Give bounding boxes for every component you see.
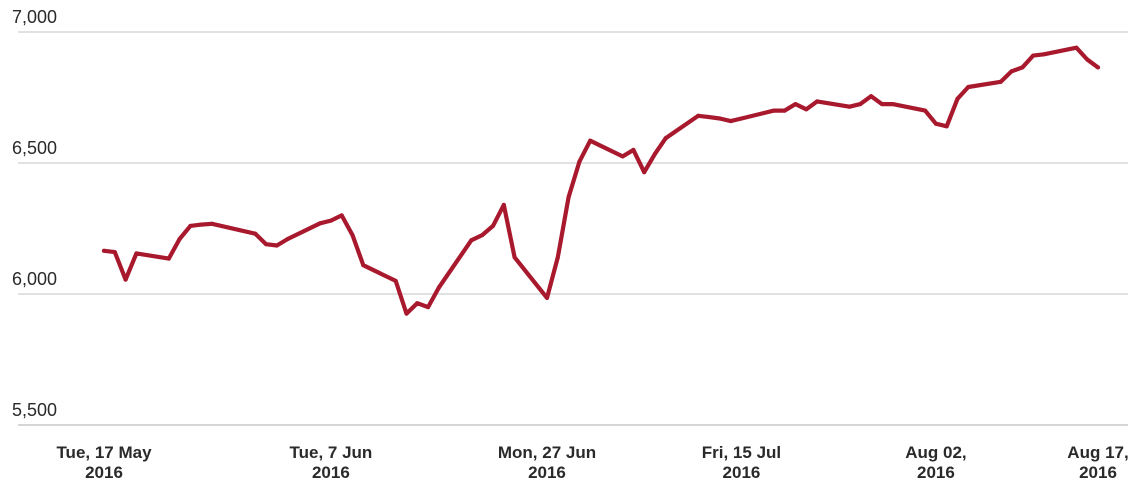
data-point <box>501 202 506 207</box>
data-point <box>998 79 1003 84</box>
data-point <box>804 107 809 112</box>
y-tick-label: 7,000 <box>12 7 57 27</box>
data-point <box>717 116 722 121</box>
x-tick-label: Tue, 7 Jun <box>289 443 372 462</box>
x-tick-label-year: 2016 <box>1079 463 1117 482</box>
data-point <box>210 221 214 226</box>
data-point <box>545 295 549 300</box>
data-point <box>923 108 928 113</box>
x-tick-label-year: 2016 <box>85 463 123 482</box>
data-point <box>253 231 258 236</box>
data-point <box>588 138 593 143</box>
data-point <box>350 233 355 238</box>
data-point <box>1020 65 1025 70</box>
data-point <box>512 255 517 260</box>
data-point <box>739 116 744 121</box>
data-point <box>436 285 441 290</box>
data-point <box>771 108 776 113</box>
data-point <box>707 115 711 120</box>
data-point <box>858 102 863 107</box>
data-point <box>869 94 874 99</box>
data-point <box>555 255 560 260</box>
data-point <box>339 213 344 218</box>
series-line <box>101 45 1101 316</box>
data-point <box>1042 52 1046 57</box>
data-point <box>642 170 647 175</box>
y-axis-labels: 5,500 6,000 6,500 7,000 <box>12 7 57 420</box>
data-point <box>491 223 495 228</box>
data-point <box>728 119 733 124</box>
data-point <box>566 195 571 200</box>
data-point <box>361 263 366 268</box>
data-point <box>328 218 333 223</box>
data-point <box>933 121 938 126</box>
data-point <box>653 151 657 156</box>
data-point <box>123 277 128 282</box>
data-point <box>393 278 398 283</box>
x-tick-label-year: 2016 <box>312 463 350 482</box>
data-point <box>318 221 323 226</box>
data-point <box>1074 45 1079 50</box>
data-point <box>815 99 820 104</box>
x-tick-label: Tue, 17 May <box>56 443 152 462</box>
x-tick-label-year: 2016 <box>528 463 566 482</box>
x-tick-label: Aug 17, <box>1067 443 1128 462</box>
data-point <box>663 136 668 141</box>
data-point <box>426 305 431 310</box>
y-tick-label: 6,000 <box>12 269 57 289</box>
data-point <box>620 154 625 159</box>
data-point <box>274 243 279 248</box>
data-point <box>102 248 106 253</box>
data-point <box>264 242 269 247</box>
data-point <box>199 222 204 227</box>
x-tick-label-year: 2016 <box>917 463 955 482</box>
data-point <box>188 223 193 228</box>
data-point <box>890 102 895 107</box>
data-point <box>577 159 582 164</box>
data-point <box>966 85 971 89</box>
data-point <box>404 311 409 316</box>
data-point <box>1096 65 1100 70</box>
data-point <box>955 96 960 101</box>
y-tick-label: 5,500 <box>12 400 57 420</box>
data-point <box>1031 53 1036 58</box>
data-point <box>177 237 182 241</box>
data-point <box>134 251 139 256</box>
data-point <box>112 250 117 255</box>
data-point <box>1009 69 1014 74</box>
data-point <box>469 238 474 243</box>
y-tick-label: 6,500 <box>12 138 57 158</box>
data-point <box>1085 57 1090 62</box>
data-point <box>879 102 884 107</box>
data-point <box>696 113 701 118</box>
data-point <box>415 301 420 306</box>
series-layer <box>101 45 1101 316</box>
data-point <box>847 104 852 109</box>
data-point <box>285 237 290 241</box>
x-tick-label: Aug 02, <box>905 443 966 462</box>
data-point <box>782 108 787 113</box>
data-point <box>944 124 949 129</box>
x-tick-label: Mon, 27 Jun <box>498 443 596 462</box>
x-tick-label-year: 2016 <box>723 463 761 482</box>
data-point <box>166 256 171 261</box>
data-point <box>480 233 485 238</box>
data-point <box>631 147 636 152</box>
data-point <box>793 102 798 107</box>
grid-layer <box>18 31 1128 426</box>
x-tick-label: Fri, 15 Jul <box>702 443 781 462</box>
